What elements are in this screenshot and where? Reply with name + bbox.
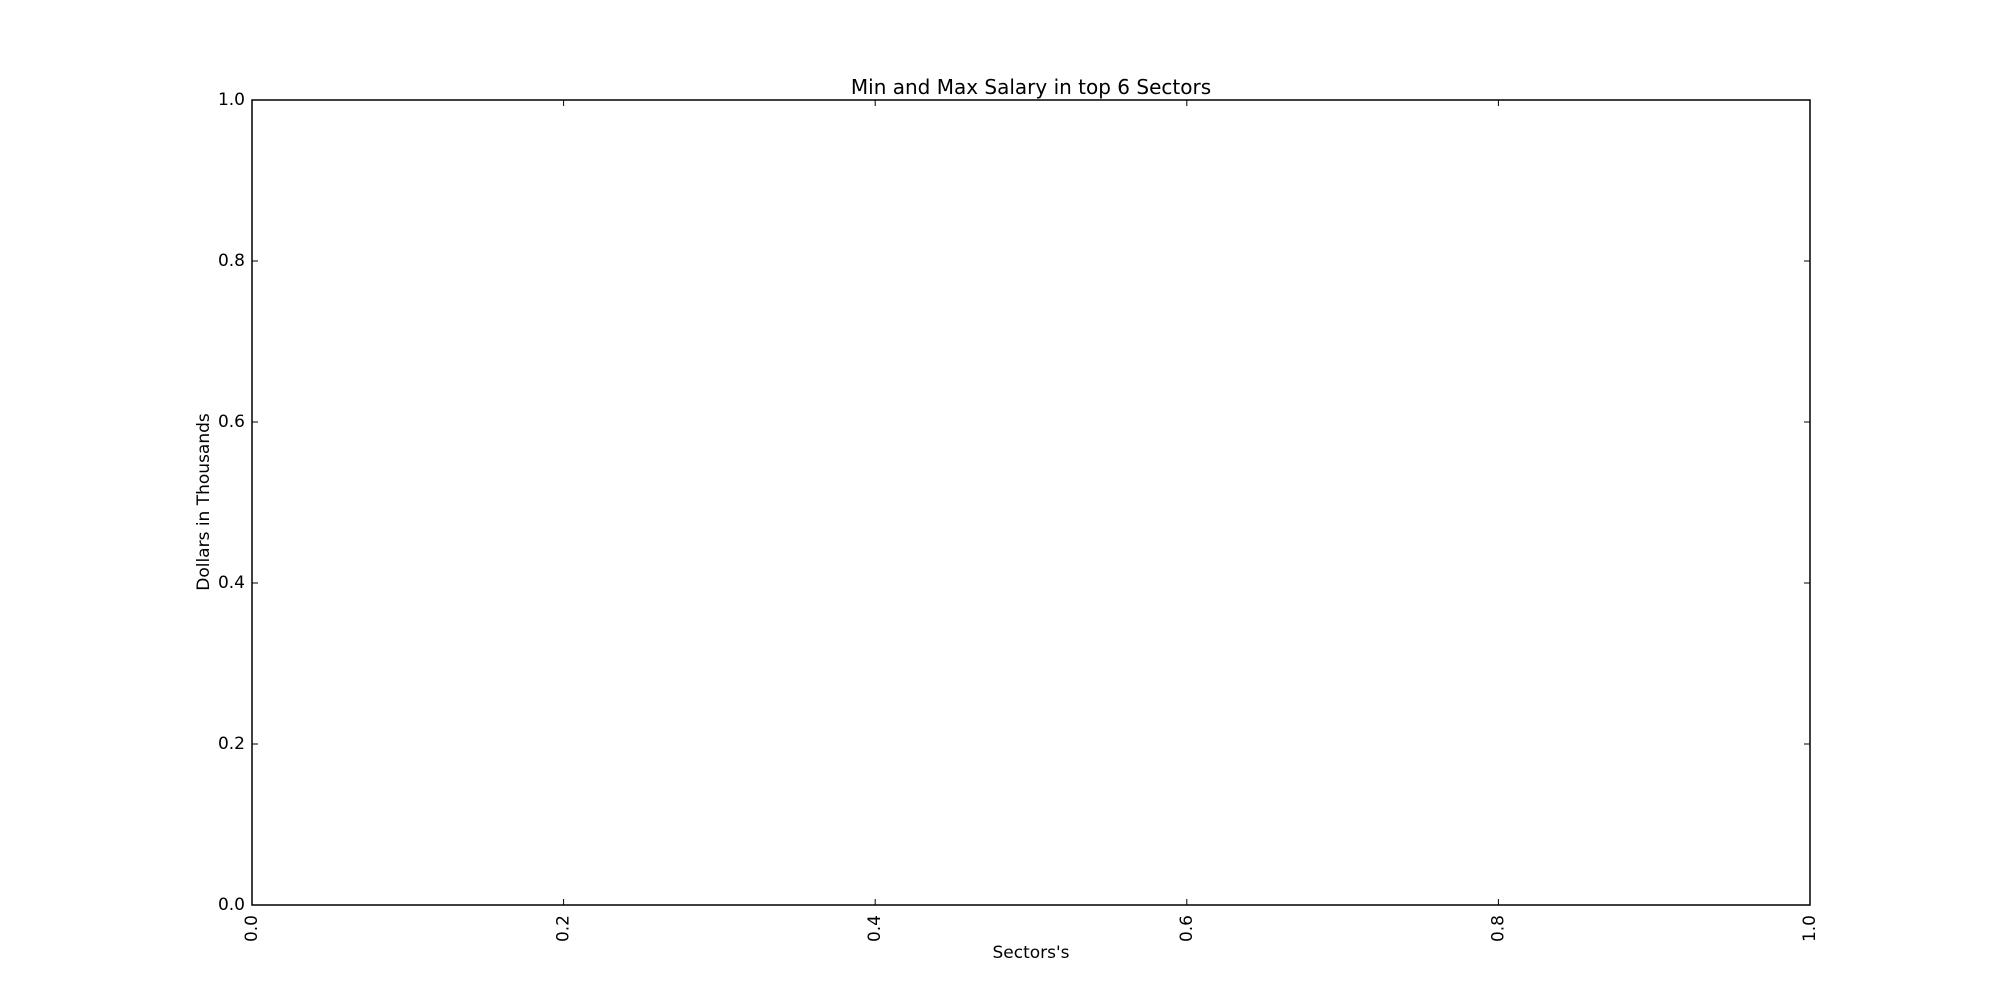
y-axis-label: Dollars in Thousands [194,413,214,591]
x-tick-label: 1.0 [1800,915,1820,942]
x-tick-label: 0.4 [865,915,885,942]
x-tick-label: 0.8 [1488,915,1508,942]
x-axis-label: Sectors's [992,943,1069,963]
plot-area [251,99,1811,906]
y-tick-label: 0.0 [218,895,245,915]
y-tick-label: 0.8 [218,251,245,271]
y-tick-label: 0.2 [218,734,245,754]
chart-title: Min and Max Salary in top 6 Sectors [851,75,1211,99]
x-tick-label: 0.0 [242,915,262,942]
y-axis-ticks: 0.0 0.2 0.4 0.6 0.8 1.0 [218,90,1810,915]
x-tick-label: 0.6 [1177,915,1197,942]
y-tick-label: 0.4 [218,573,245,593]
x-axis-ticks: 0.0 0.2 0.4 0.6 0.8 1.0 [242,100,1820,942]
x-tick-label: 0.2 [554,915,574,942]
y-tick-label: 0.6 [218,412,245,432]
y-tick-label: 1.0 [218,90,245,110]
